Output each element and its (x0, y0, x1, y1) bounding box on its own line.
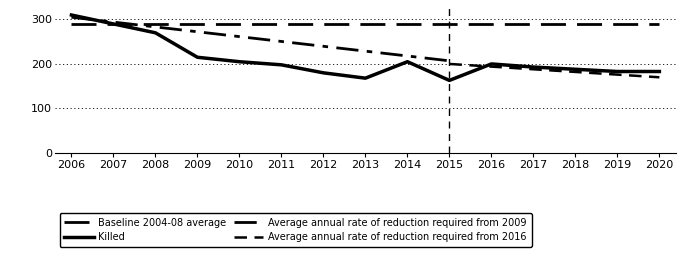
Legend: Baseline 2004-08 average, Killed, Average annual rate of reduction required from: Baseline 2004-08 average, Killed, Averag… (59, 213, 531, 247)
